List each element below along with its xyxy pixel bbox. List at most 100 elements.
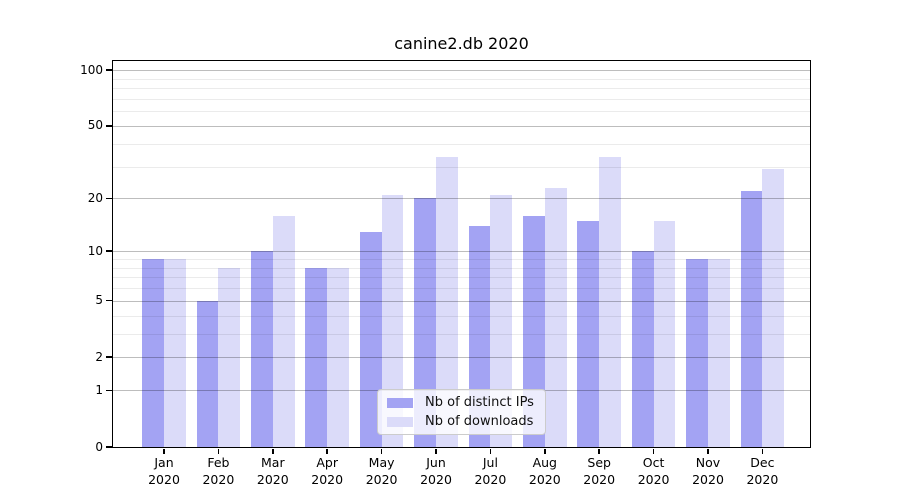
bar-downloads-sep [599, 156, 621, 447]
xlabel-month: Jan [154, 455, 174, 470]
xlabel-apr: Apr 2020 [295, 454, 359, 488]
xlabel-month: Sep [587, 455, 611, 470]
xtick-mark-mar [272, 448, 274, 454]
bar-downloads-jul [490, 194, 513, 447]
xlabel-year: 2020 [256, 472, 289, 487]
ytick-mark-50 [105, 125, 112, 127]
xlabel-aug: Aug 2020 [513, 454, 577, 488]
ytick-mark-20 [105, 197, 112, 200]
ytick-label-2: 2 [95, 349, 103, 364]
xlabel-year: 2020 [583, 472, 616, 487]
xtick-mark-nov [707, 448, 709, 454]
xlabel-year: 2020 [311, 472, 344, 487]
ytick-mark-100 [105, 69, 112, 71]
xlabel-year: 2020 [746, 472, 779, 487]
gridline-minor-6 [113, 288, 810, 290]
xtick-mark-jun [435, 448, 437, 454]
xlabel-nov: Nov 2020 [676, 454, 740, 488]
ytick-label-20: 20 [87, 190, 103, 205]
xlabel-oct: Oct 2020 [622, 454, 686, 488]
bar-distinct-ips-jun [414, 198, 436, 447]
xlabel-year: 2020 [420, 472, 452, 487]
bar-downloads-may [381, 194, 404, 447]
xlabel-dec: Dec 2020 [730, 454, 794, 488]
xtick-mark-aug [544, 448, 546, 454]
ytick-label-100: 100 [80, 62, 103, 77]
xlabel-month: Dec [750, 455, 775, 470]
xlabel-feb: Feb 2020 [186, 454, 250, 488]
gridline-minor-70 [113, 98, 810, 100]
bar-distinct-ips-mar [251, 251, 273, 447]
gridline-minor-30 [113, 166, 810, 168]
bar-downloads-feb [218, 267, 241, 447]
xlabel-may: May 2020 [350, 454, 414, 488]
xlabel-month: Aug [532, 455, 557, 470]
chart-title: canine2.db 2020 [394, 34, 529, 53]
xlabel-year: 2020 [365, 472, 398, 487]
gridline-minor-3 [113, 333, 810, 335]
ytick-mark-0 [105, 446, 112, 448]
xlabel-jul: Jul 2020 [458, 454, 522, 488]
xlabel-year: 2020 [148, 472, 180, 487]
xlabel-year: 2020 [692, 472, 724, 487]
xlabel-month: Feb [207, 455, 230, 470]
bar-distinct-ips-may [359, 231, 382, 447]
ytick-label-50: 50 [87, 118, 103, 133]
gridline-minor-90 [113, 78, 810, 80]
ytick-mark-10 [105, 250, 112, 252]
bar-downloads-jun [436, 156, 458, 447]
xtick-mark-may [380, 448, 383, 454]
gridline-major-2 [113, 357, 810, 359]
bar-downloads-dec [762, 169, 785, 447]
ytick-mark-5 [105, 299, 112, 302]
xlabel-year: 2020 [474, 472, 507, 487]
ytick-mark-2 [105, 356, 112, 359]
gridline-minor-7 [113, 277, 810, 279]
bar-distinct-ips-nov [686, 259, 708, 447]
ytick-mark-1 [105, 389, 112, 392]
bar-distinct-ips-feb [196, 300, 219, 447]
xlabel-month: Jun [426, 455, 446, 470]
gridline-major-10 [113, 251, 810, 253]
xlabel-year: 2020 [528, 472, 561, 487]
bar-downloads-aug [544, 187, 567, 447]
legend: Nb of distinct IPs Nb of downloads [377, 389, 546, 435]
bar-distinct-ips-jan [142, 259, 164, 447]
bar-downloads-mar [272, 215, 295, 447]
gridline-minor-80 [113, 88, 810, 90]
bar-distinct-ips-oct [631, 251, 654, 447]
gridline-major-5 [113, 300, 810, 302]
xtick-mark-oct [652, 448, 655, 454]
xlabel-sep: Sep 2020 [567, 454, 631, 488]
ytick-label-10: 10 [87, 243, 103, 258]
xlabel-year: 2020 [637, 472, 670, 487]
ytick-label-0: 0 [95, 439, 103, 454]
bar-distinct-ips-sep [577, 220, 600, 447]
xlabel-mar: Mar 2020 [241, 454, 305, 488]
xlabel-jun: Jun 2020 [404, 454, 468, 488]
xtick-mark-apr [326, 448, 328, 454]
xtick-mark-jul [489, 448, 492, 454]
legend-label-distinct-ips: Nb of distinct IPs [425, 395, 534, 410]
xtick-mark-jan [163, 448, 165, 454]
legend-label-downloads: Nb of downloads [425, 414, 534, 429]
gridline-minor-4 [113, 315, 810, 317]
legend-swatch-downloads [387, 416, 413, 427]
gridline-major-100 [113, 70, 810, 72]
xlabel-month: May [368, 455, 395, 470]
xtick-mark-sep [598, 448, 600, 454]
xlabel-month: Nov [695, 455, 721, 470]
gridline-minor-8 [113, 267, 810, 269]
ytick-label-5: 5 [95, 293, 103, 308]
xlabel-year: 2020 [202, 472, 235, 487]
gridline-minor-60 [113, 111, 810, 113]
xlabel-month: Mar [261, 455, 285, 470]
bar-downloads-nov [708, 259, 730, 447]
gridline-minor-9 [113, 258, 810, 260]
legend-item-distinct-ips: Nb of distinct IPs [387, 395, 536, 410]
plot-area: Nb of distinct IPs Nb of downloads [113, 61, 810, 447]
gridline-minor-40 [113, 143, 810, 145]
xtick-mark-feb [217, 448, 220, 454]
xlabel-month: Jul [482, 455, 498, 470]
